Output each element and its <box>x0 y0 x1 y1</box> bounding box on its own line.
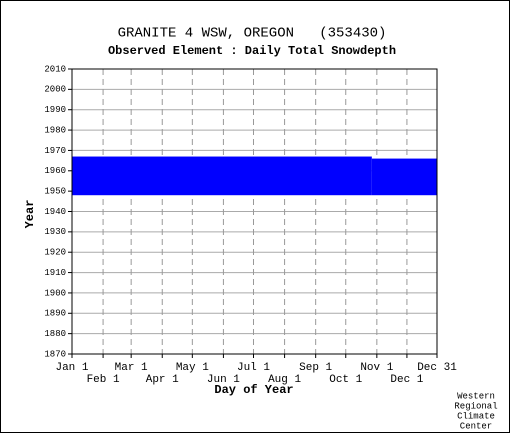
y-tick-label: 1870 <box>44 349 66 359</box>
y-axis-label: Year <box>23 200 37 229</box>
x-tick-label: May 1 <box>176 362 209 374</box>
y-tick-label: 1960 <box>44 166 66 176</box>
y-tick-label: 2010 <box>44 64 66 74</box>
x-tick-label: Feb 1 <box>87 374 120 386</box>
x-tick-label: Jul 1 <box>237 362 270 374</box>
x-tick-label: Oct 1 <box>329 374 362 386</box>
data-band <box>371 158 437 196</box>
y-tick-label: 1880 <box>44 329 66 339</box>
y-tick-label: 2000 <box>44 85 66 95</box>
y-tick-label: 1910 <box>44 268 66 278</box>
y-tick-label: 1940 <box>44 207 66 217</box>
credit-line: Western <box>457 391 495 401</box>
chart-subtitle: Observed Element : Daily Total Snowdepth <box>108 44 396 58</box>
x-tick-label: Aug 1 <box>268 374 301 386</box>
y-tick-label: 1950 <box>44 187 66 197</box>
x-tick-label: Jun 1 <box>207 374 240 386</box>
y-tick-label: 1980 <box>44 125 66 135</box>
x-tick-label: Dec 1 <box>390 374 423 386</box>
credit-line: Regional <box>454 401 497 411</box>
x-tick-label: Jan 1 <box>55 362 88 374</box>
x-tick-label: Nov 1 <box>360 362 393 374</box>
credit-line: Climate <box>457 411 495 421</box>
y-tick-label: 1890 <box>44 309 66 319</box>
y-tick-label: 1970 <box>44 146 66 156</box>
credit-line: Center <box>460 421 492 431</box>
data-band <box>72 156 372 196</box>
y-tick-label: 1930 <box>44 227 66 237</box>
x-tick-label: Dec 31 <box>417 362 457 374</box>
x-tick-label: Sep 1 <box>299 362 332 374</box>
x-axis-label: Day of Year <box>214 383 293 397</box>
y-tick-label: 1990 <box>44 105 66 115</box>
y-tick-label: 1920 <box>44 248 66 258</box>
y-tick-label: 1900 <box>44 288 66 298</box>
plot-frame <box>71 68 438 355</box>
x-tick-label: Apr 1 <box>146 374 179 386</box>
x-tick-label: Mar 1 <box>115 362 148 374</box>
chart-title: GRANITE 4 WSW, OREGON (353430) <box>118 26 387 42</box>
